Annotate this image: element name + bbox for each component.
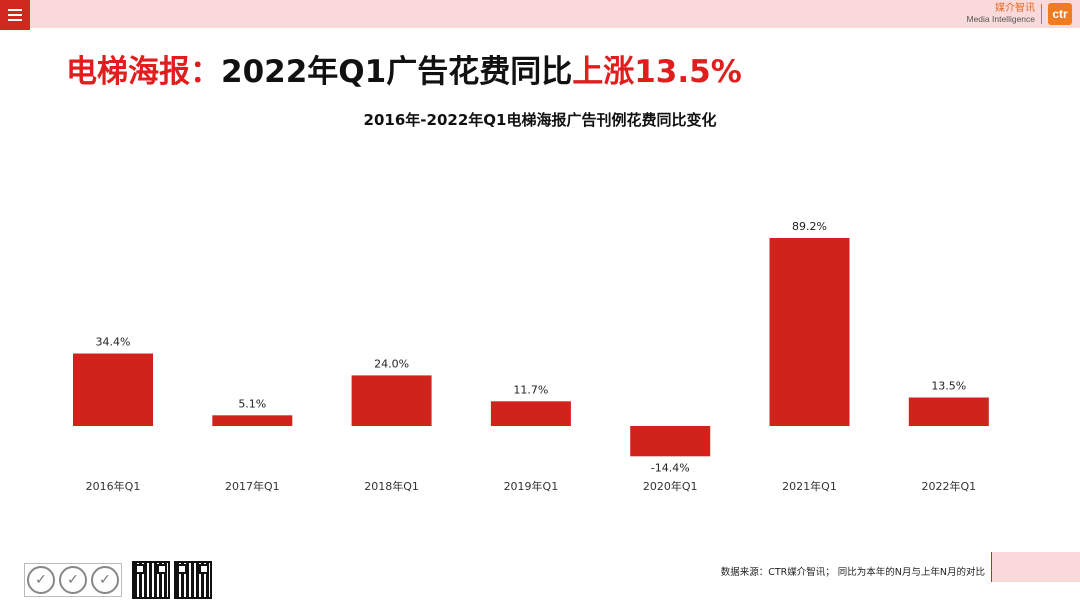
- data-source-note: 数据来源：CTR媒介智讯； 同比为本年的N月与上年N月的对比: [720, 567, 985, 578]
- bar: [630, 426, 711, 457]
- page-title-prefix: 电梯海报：: [66, 54, 221, 90]
- sgs-badges: ✓ ✓ ✓: [24, 563, 122, 597]
- ctr-logo: 媒介智讯 Media Intelligence ctr: [966, 3, 1072, 25]
- x-tick-label: 2016年Q1: [86, 479, 141, 493]
- logo-cn-text: 媒介智讯: [995, 3, 1035, 14]
- bar: [212, 415, 293, 426]
- ctr-logo-mark: ctr: [1048, 3, 1072, 25]
- x-tick-label: 2022年Q1: [921, 479, 976, 493]
- sgs-badge-icon: ✓: [27, 566, 55, 594]
- bar: [769, 238, 850, 426]
- sgs-badge-icon: ✓: [91, 566, 119, 594]
- footer-band: [992, 552, 1080, 582]
- bar: [490, 401, 571, 426]
- menu-button[interactable]: [0, 0, 30, 30]
- bar-value-label: 13.5%: [931, 380, 966, 393]
- page-title: 电梯海报：2022年Q1广告花费同比上涨13.5%: [66, 46, 742, 91]
- logo-divider: [1041, 4, 1042, 24]
- bar-value-label: 5.1%: [238, 397, 266, 410]
- bar-value-label: 89.2%: [792, 220, 827, 233]
- bar: [351, 375, 432, 426]
- bar-value-label: 11.7%: [513, 383, 548, 396]
- x-tick-label: 2019年Q1: [504, 479, 559, 493]
- bar: [73, 353, 153, 426]
- bar-value-label: -14.4%: [651, 461, 690, 474]
- page-title-highlight: 上涨13.5%: [572, 54, 742, 90]
- x-tick-label: 2020年Q1: [643, 479, 698, 493]
- x-tick-label: 2021年Q1: [782, 479, 837, 493]
- qr-code-icon: [132, 561, 170, 599]
- sgs-badge-icon: ✓: [59, 566, 87, 594]
- bar-value-label: 24.0%: [374, 357, 409, 370]
- bar: [908, 397, 989, 426]
- qr-code-icon: [174, 561, 212, 599]
- chart-title: 2016年-2022年Q1电梯海报广告刊例花费同比变化: [363, 111, 717, 129]
- top-bar: [0, 0, 1080, 28]
- x-tick-label: 2017年Q1: [225, 479, 280, 493]
- page-title-middle: 2022年Q1广告花费同比: [221, 54, 573, 90]
- bar-value-label: 34.4%: [96, 336, 131, 349]
- menu-icon: [8, 9, 22, 21]
- x-tick-label: 2018年Q1: [364, 479, 419, 493]
- logo-en-text: Media Intelligence: [966, 14, 1035, 24]
